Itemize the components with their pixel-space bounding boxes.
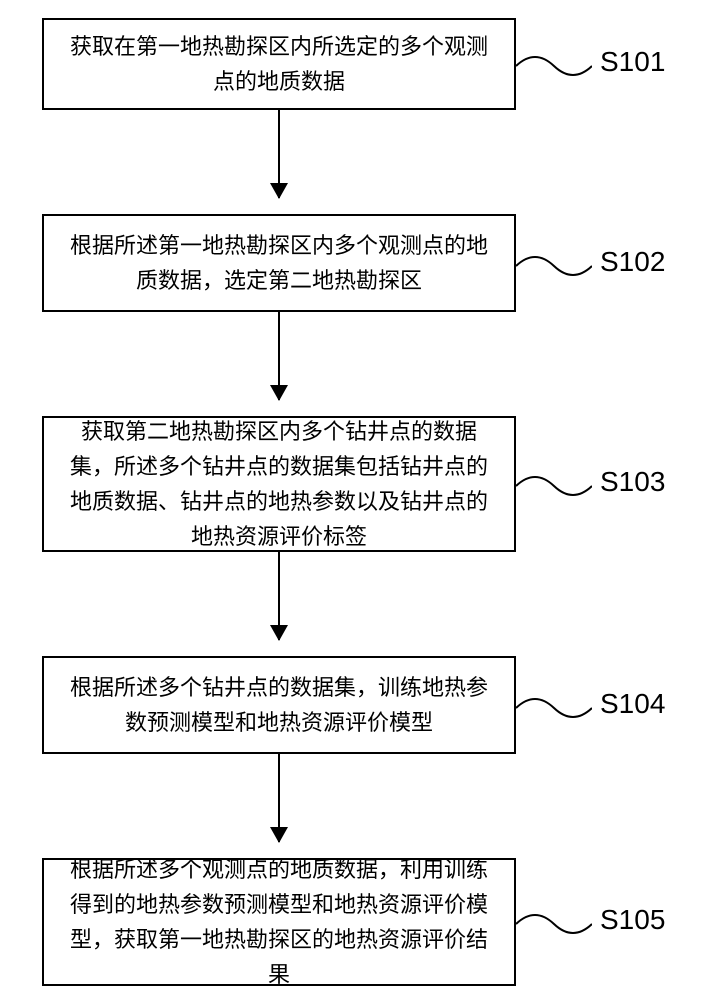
label-text: S101 [600,46,665,77]
step-label-s102: S102 [600,246,665,278]
arrow-down-icon [278,552,280,640]
wave-connector-icon [516,694,592,722]
step-text: 根据所述多个钻井点的数据集，训练地热参数预测模型和地热资源评价模型 [64,670,494,740]
flowchart-canvas: 获取在第一地热勘探区内所选定的多个观测点的地质数据 S101 根据所述第一地热勘… [0,0,702,1000]
step-text: 根据所述第一地热勘探区内多个观测点的地质数据，选定第二地热勘探区 [64,228,494,298]
label-text: S104 [600,688,665,719]
step-box-s104: 根据所述多个钻井点的数据集，训练地热参数预测模型和地热资源评价模型 [42,656,516,754]
step-box-s101: 获取在第一地热勘探区内所选定的多个观测点的地质数据 [42,18,516,110]
label-text: S105 [600,904,665,935]
step-text: 获取在第一地热勘探区内所选定的多个观测点的地质数据 [64,29,494,99]
arrow-down-icon [278,110,280,198]
step-text: 获取第二地热勘探区内多个钻井点的数据集，所述多个钻井点的数据集包括钻井点的地质数… [64,414,494,555]
step-label-s103: S103 [600,466,665,498]
arrow-down-icon [278,754,280,842]
step-text: 根据所述多个观测点的地质数据，利用训练得到的地热参数预测模型和地热资源评价模型，… [64,852,494,993]
step-label-s101: S101 [600,46,665,78]
wave-connector-icon [516,910,592,938]
step-box-s105: 根据所述多个观测点的地质数据，利用训练得到的地热参数预测模型和地热资源评价模型，… [42,858,516,986]
wave-connector-icon [516,52,592,80]
wave-connector-icon [516,472,592,500]
wave-connector-icon [516,252,592,280]
step-label-s104: S104 [600,688,665,720]
step-box-s103: 获取第二地热勘探区内多个钻井点的数据集，所述多个钻井点的数据集包括钻井点的地质数… [42,416,516,552]
label-text: S103 [600,466,665,497]
step-box-s102: 根据所述第一地热勘探区内多个观测点的地质数据，选定第二地热勘探区 [42,214,516,312]
step-label-s105: S105 [600,904,665,936]
label-text: S102 [600,246,665,277]
arrow-down-icon [278,312,280,400]
